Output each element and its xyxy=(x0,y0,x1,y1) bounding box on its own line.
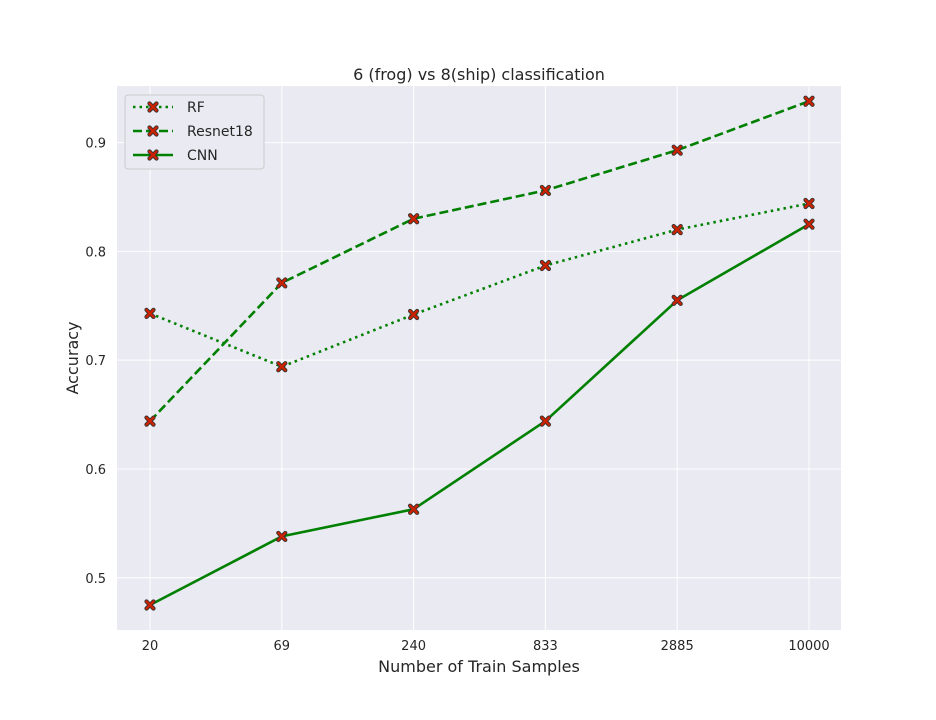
series-line xyxy=(149,202,810,369)
legend-label: RF xyxy=(187,100,205,116)
y-tick-label: 0.9 xyxy=(85,137,106,152)
data-point-marker xyxy=(803,197,815,210)
data-point-marker xyxy=(144,599,156,611)
series-cnn xyxy=(144,218,815,611)
data-point-marker xyxy=(144,307,156,319)
data-point-marker xyxy=(671,144,683,156)
data-point-marker xyxy=(147,125,159,137)
tick-labels: 20 69 240 833 2885 10000 0.5 0.6 0.7 0.8 0.9 xyxy=(85,137,829,654)
data-point-marker xyxy=(671,224,683,236)
data-point-marker xyxy=(539,184,552,197)
chart-title: 6 (frog) vs 8(ship) classification xyxy=(353,65,605,84)
y-tick-label: 0.8 xyxy=(85,245,106,260)
y-tick-label: 0.6 xyxy=(85,463,106,478)
data-point-marker xyxy=(276,277,288,289)
data-point-marker xyxy=(803,95,815,107)
data-point-marker xyxy=(408,308,420,321)
legend-entry: CNN xyxy=(133,148,218,164)
data-point-marker xyxy=(408,503,420,515)
series-rf xyxy=(144,197,815,373)
series-layer xyxy=(144,95,815,611)
y-tick-label: 0.7 xyxy=(85,354,106,369)
data-point-marker xyxy=(144,415,156,427)
data-point-marker xyxy=(276,361,288,373)
data-point-marker xyxy=(671,294,683,306)
x-tick-label: 833 xyxy=(533,639,558,654)
data-point-marker xyxy=(408,213,420,225)
series-line xyxy=(149,99,810,422)
data-point-marker xyxy=(147,149,159,161)
legend-entry: RF xyxy=(133,100,205,116)
legend-entry: Resnet18 xyxy=(133,124,253,140)
data-point-marker xyxy=(539,259,552,272)
series-line xyxy=(149,223,810,607)
x-tick-label: 240 xyxy=(401,639,426,654)
legend: RF Resnet18 CNN xyxy=(124,94,265,170)
y-tick-label: 0.5 xyxy=(85,572,106,587)
legend-label: Resnet18 xyxy=(187,124,253,140)
x-tick-label: 2885 xyxy=(661,639,694,654)
x-tick-label: 10000 xyxy=(788,639,829,654)
data-point-marker xyxy=(803,218,815,230)
plot-area xyxy=(117,86,841,630)
grid-lines xyxy=(117,86,841,630)
x-axis-label: Number of Train Samples xyxy=(378,657,580,676)
series-resnet18 xyxy=(144,95,815,427)
legend-box xyxy=(124,94,265,170)
y-axis-label: Accuracy xyxy=(63,321,82,394)
data-point-marker xyxy=(147,101,159,113)
legend-label: CNN xyxy=(187,148,218,164)
x-tick-label: 69 xyxy=(274,639,291,654)
data-point-marker xyxy=(276,530,288,543)
data-point-marker xyxy=(539,415,552,427)
x-tick-label: 20 xyxy=(142,639,159,654)
